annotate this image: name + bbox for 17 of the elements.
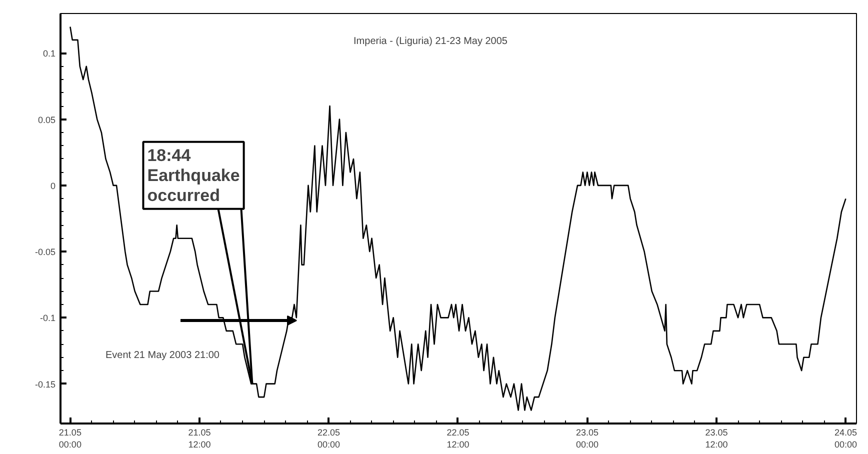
x-tick-label: 24.05 00:00 (834, 428, 857, 450)
x-tick-label: 23.05 12:00 (705, 428, 728, 450)
y-tick-label: -0.15 (34, 379, 56, 390)
y-tick-label: -0.1 (40, 313, 56, 324)
annotation: 18:44 Earthquake occurred (147, 146, 240, 205)
y-tick-label: 0 (50, 180, 56, 191)
text: Imperia - (Liguria) 21-23 May 2005 (354, 36, 508, 47)
x-tick-label: 21.05 00:00 (58, 428, 82, 450)
x-tick-label: 22.05 12:00 (446, 428, 470, 450)
x-tick-label: 22.05 00:00 (317, 428, 340, 450)
y-tick-label: 0.1 (42, 48, 56, 59)
y-tick-label: 0.05 (38, 114, 56, 125)
x-tick-label: 21.05 12:00 (188, 428, 211, 450)
x-tick-label: 23.05 00:00 (576, 428, 598, 450)
y-tick-label: -0.05 (34, 247, 56, 258)
line-series (70, 26, 846, 411)
annotation: Event 21 May 2003 21:00 (106, 350, 220, 361)
